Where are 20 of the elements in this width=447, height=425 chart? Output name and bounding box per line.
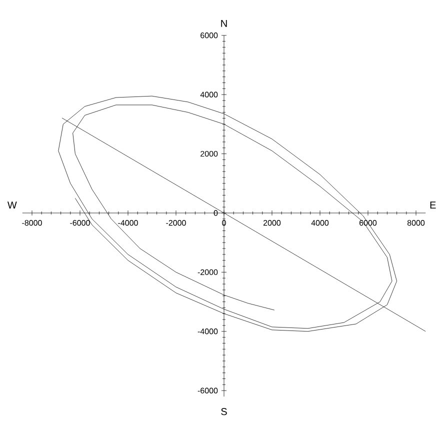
- y-tick-label: 0: [214, 210, 218, 216]
- x-tick-label: 4000: [311, 220, 329, 226]
- text: S: [221, 408, 227, 416]
- text: N: [221, 20, 227, 27]
- x-tick-label: 2000: [264, 220, 281, 226]
- y-tick-label: 6000: [200, 32, 218, 38]
- x-tick-label: -6000: [70, 220, 90, 226]
- text: E: [430, 202, 436, 208]
- x-tick-label: -2000: [166, 220, 186, 226]
- y-tick-label: -4000: [198, 328, 218, 334]
- x-tick-label: 0: [222, 220, 226, 226]
- text: W: [7, 202, 17, 208]
- x-tick-label: -4000: [118, 220, 138, 226]
- y-tick-label: 4000: [200, 92, 218, 98]
- x-tick-label: 8000: [407, 220, 425, 226]
- y-tick-label: 2000: [200, 150, 218, 157]
- x-tick-label: -8000: [22, 220, 42, 226]
- y-tick-label: -2000: [198, 269, 218, 276]
- x-tick-label: 6000: [360, 220, 377, 226]
- y-tick-label: -6000: [198, 388, 218, 394]
